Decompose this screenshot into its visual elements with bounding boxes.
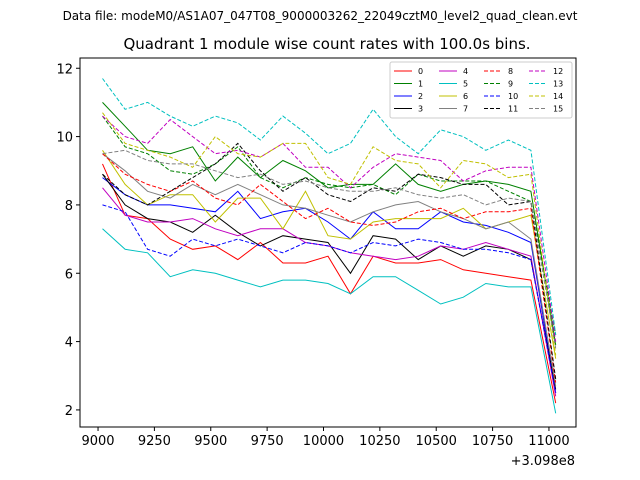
series-line-10	[102, 204, 557, 393]
series-line-0	[102, 163, 557, 404]
series-line-7	[102, 153, 557, 387]
plot-lines	[102, 78, 557, 414]
y-tick-label: 2	[65, 404, 73, 419]
chart-title: Quadrant 1 module wise count rates with …	[123, 35, 530, 53]
legend-label-12: 12	[553, 67, 563, 76]
x-axis: 9000 9250 9500 9750 10000 10250 10500 10750 1100…	[81, 427, 570, 449]
x-tick-label: 9250	[138, 434, 171, 449]
y-tick-label: 8	[65, 199, 73, 214]
legend-label-7: 7	[463, 105, 468, 114]
x-tick-label: 9000	[81, 434, 114, 449]
legend-frame	[389, 61, 573, 119]
series-line-5	[102, 228, 557, 414]
y-axis: 2 4 6 8 10 12	[56, 62, 80, 419]
legend-label-2: 2	[418, 92, 423, 101]
series-line-9	[102, 115, 557, 335]
legend-label-13: 13	[553, 80, 563, 89]
legend-label-15: 15	[553, 105, 563, 114]
series-line-2	[102, 177, 557, 393]
plot-area-frame	[79, 57, 577, 428]
legend-label-10: 10	[508, 92, 518, 101]
chart-suptitle: Data file: modeM0/AS1A07_047T08_90000032…	[63, 9, 578, 23]
x-tick-label: 10750	[472, 434, 513, 449]
legend-label-1: 1	[418, 80, 423, 89]
series-line-15	[102, 149, 557, 349]
legend-label-6: 6	[463, 92, 468, 101]
x-tick-label: 10250	[359, 434, 400, 449]
x-tick-label: 10000	[303, 434, 344, 449]
series-line-1	[102, 102, 557, 346]
x-tick-label: 11000	[528, 434, 569, 449]
legend-label-11: 11	[508, 105, 518, 114]
legend-label-9: 9	[508, 80, 513, 89]
series-line-6	[102, 150, 557, 359]
y-tick-label: 6	[65, 267, 73, 282]
legend-label-4: 4	[463, 67, 468, 76]
series-line-13	[102, 78, 557, 335]
series-line-14	[102, 112, 557, 356]
y-tick-label: 12	[56, 62, 73, 77]
x-axis-offset-label: +3.098e8	[511, 454, 575, 469]
legend-label-3: 3	[418, 105, 423, 114]
series-line-8	[102, 153, 557, 383]
legend-label-8: 8	[508, 67, 513, 76]
legend-label-0: 0	[418, 67, 423, 76]
x-tick-label: 9500	[194, 434, 227, 449]
x-tick-label: 9750	[251, 434, 284, 449]
x-tick-label: 10500	[416, 434, 457, 449]
legend-label-5: 5	[463, 80, 468, 89]
series-line-11	[102, 142, 557, 380]
series-line-12	[102, 115, 557, 342]
y-tick-label: 4	[65, 336, 73, 351]
y-tick-label: 10	[56, 131, 73, 146]
legend-label-14: 14	[553, 92, 563, 101]
